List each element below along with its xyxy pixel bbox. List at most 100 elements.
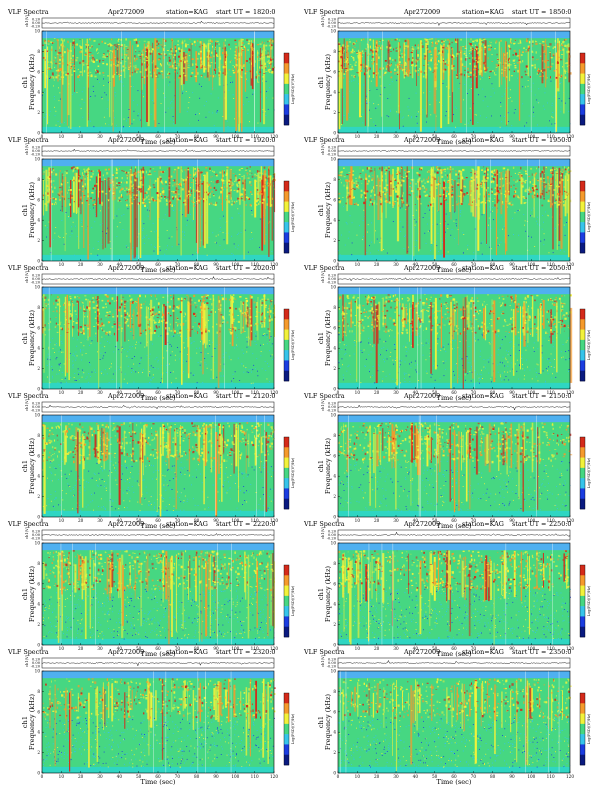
- noise-speck: [247, 80, 249, 82]
- colorbar-segment: [284, 191, 289, 202]
- burst-streak: [539, 177, 542, 195]
- spectral-cell: [366, 43, 369, 46]
- noise-speck: [269, 340, 271, 342]
- spectral-cell: [374, 46, 377, 48]
- spectral-cell: [567, 50, 570, 53]
- spectral-cell: [221, 179, 224, 182]
- noise-speck: [94, 221, 96, 223]
- spectral-cell: [91, 54, 94, 57]
- x-tick-label: 100: [231, 262, 239, 267]
- noise-speck: [252, 369, 254, 371]
- spectral-cell: [470, 38, 472, 41]
- noise-speck: [77, 368, 79, 370]
- spectral-cell: [436, 42, 438, 45]
- spectral-cell: [64, 51, 66, 53]
- spectral-cell: [150, 294, 153, 296]
- spectral-cell: [561, 168, 564, 171]
- spectral-cell: [436, 63, 438, 66]
- spectral-cell: [46, 204, 48, 207]
- spectral-cell: [269, 183, 271, 186]
- noise-speck: [94, 371, 96, 373]
- burst-streak: [215, 42, 216, 74]
- burst-streak: [469, 180, 471, 206]
- noise-speck: [48, 346, 50, 348]
- spectral-cell: [182, 179, 185, 182]
- spectral-cell: [247, 177, 250, 179]
- noise-speck: [152, 377, 153, 379]
- burst-streak: [111, 52, 113, 126]
- spectral-cell: [177, 72, 178, 74]
- noise-speck: [493, 219, 494, 221]
- spectral-cell: [442, 169, 445, 171]
- spectral-cell: [546, 176, 549, 179]
- spectral-cell: [395, 50, 398, 52]
- burst-streak: [139, 169, 142, 258]
- spectral-cell: [63, 71, 65, 74]
- spectral-cell: [166, 50, 169, 51]
- spectral-cell: [82, 60, 85, 62]
- spectral-cell: [352, 187, 354, 190]
- spectral-cell: [133, 194, 135, 196]
- noise-speck: [78, 373, 79, 375]
- spectral-cell: [535, 51, 537, 54]
- spectral-cell: [162, 322, 164, 323]
- spectral-cell: [88, 204, 90, 205]
- spectral-cell: [485, 170, 486, 173]
- spectral-cell: [108, 179, 110, 181]
- noise-speck: [258, 81, 260, 83]
- waveform-tick-label: -0.20: [31, 281, 41, 285]
- noise-speck: [107, 341, 108, 342]
- spectral-cell: [224, 186, 226, 188]
- spectral-cell: [157, 47, 160, 49]
- spectral-cell: [368, 176, 371, 178]
- spectral-cell: [63, 310, 66, 313]
- noise-speck: [269, 339, 271, 341]
- spectral-cell: [87, 172, 89, 174]
- spectral-cell: [382, 39, 384, 41]
- burst-streak: [374, 167, 376, 201]
- spectral-cell: [556, 44, 558, 47]
- noise-speck: [167, 208, 169, 210]
- spectral-cell: [127, 171, 130, 174]
- spectral-cell: [71, 314, 73, 316]
- spectral-cell: [416, 172, 419, 174]
- noise-speck: [447, 251, 449, 253]
- spectral-cell: [92, 204, 94, 207]
- noise-speck: [500, 105, 502, 107]
- spectral-cell: [160, 197, 163, 200]
- spectral-cell: [425, 39, 428, 41]
- spectral-cell: [501, 203, 504, 205]
- spectral-cell: [196, 200, 198, 202]
- spectral-cell: [505, 200, 507, 202]
- spectral-cell: [139, 57, 141, 59]
- spectral-cell: [146, 74, 148, 77]
- spectral-cell: [516, 55, 519, 56]
- y-tick-label: 6: [333, 69, 336, 74]
- waveform-tick-label: 0.00: [328, 149, 337, 153]
- noise-speck: [487, 105, 489, 107]
- spectral-cell: [561, 44, 564, 47]
- spectral-cell: [410, 48, 412, 50]
- spectral-cell: [220, 304, 222, 307]
- noise-speck: [80, 350, 81, 352]
- header-station: station=KAG: [462, 8, 504, 16]
- noise-speck: [54, 352, 55, 353]
- noise-speck: [64, 377, 66, 379]
- spectral-cell: [432, 41, 434, 45]
- burst-streak: [451, 48, 453, 123]
- spectral-cell: [149, 186, 152, 189]
- noise-speck: [405, 234, 407, 236]
- spectral-cell: [542, 44, 545, 46]
- noise-speck: [61, 377, 63, 379]
- spectral-cell: [57, 192, 60, 194]
- noise-speck: [533, 106, 534, 108]
- spectral-cell: [434, 170, 436, 173]
- noise-speck: [157, 88, 158, 90]
- spectral-cell: [378, 41, 381, 42]
- spectral-cell: [172, 41, 174, 43]
- spectral-cell: [271, 71, 274, 74]
- noise-speck: [246, 336, 248, 338]
- spectral-cell: [261, 202, 264, 204]
- spectral-cell: [63, 47, 64, 51]
- spectral-cell: [340, 175, 343, 178]
